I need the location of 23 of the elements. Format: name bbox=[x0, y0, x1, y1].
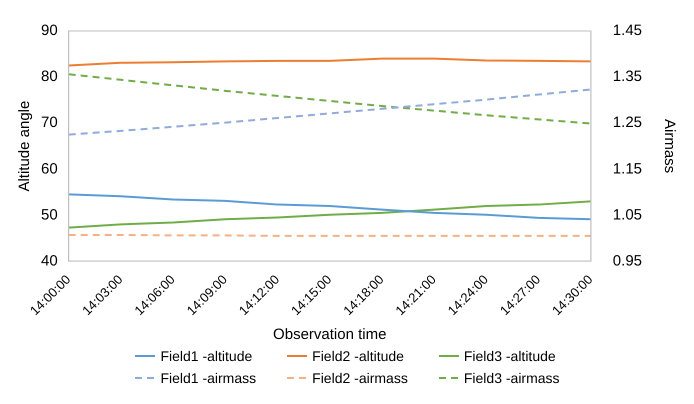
y-tick-label: 90 bbox=[40, 22, 58, 40]
y-tick-label: 70 bbox=[40, 114, 58, 132]
x-axis-title: Observation time bbox=[273, 326, 386, 344]
y-axis-title: Altitude angle bbox=[16, 100, 34, 192]
y2-tick-label: 1.45 bbox=[612, 22, 642, 40]
y2-tick-label: 1.25 bbox=[612, 114, 642, 132]
y2-axis-title: Airmass bbox=[660, 119, 678, 174]
y2-tick-label: 1.15 bbox=[612, 160, 642, 178]
y2-tick-label: 1.05 bbox=[612, 206, 642, 224]
y-tick-label: 40 bbox=[40, 252, 58, 270]
y2-tick-label: 0.95 bbox=[612, 252, 642, 270]
y-tick-label: 80 bbox=[40, 68, 58, 86]
line-series bbox=[68, 88, 592, 136]
legend-label: Field1 -airmass bbox=[160, 370, 256, 386]
legend-label: Field2 -airmass bbox=[312, 370, 408, 386]
legend-label: Field3 -altitude bbox=[464, 348, 556, 364]
legend-label: Field2 -altitude bbox=[312, 348, 404, 364]
y-tick-label: 50 bbox=[40, 206, 58, 224]
legend-label: Field3 -airmass bbox=[464, 370, 560, 386]
y-tick-label: 60 bbox=[40, 160, 58, 178]
legend-label: Field1 -altitude bbox=[160, 348, 252, 364]
y2-tick-label: 1.35 bbox=[612, 68, 642, 86]
line-series bbox=[68, 73, 592, 125]
